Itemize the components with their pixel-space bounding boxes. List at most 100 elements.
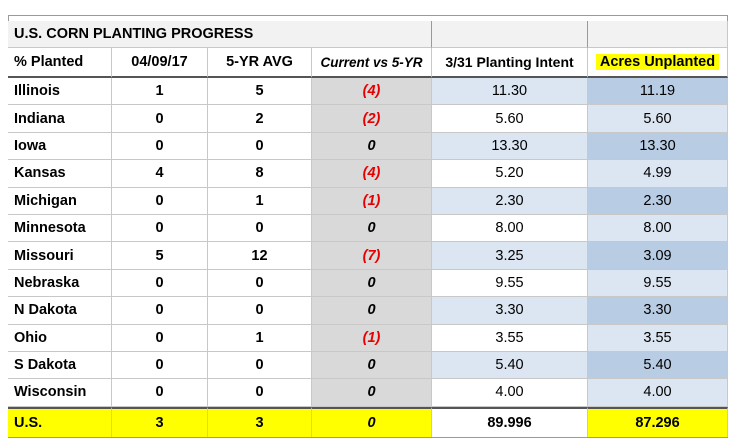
current-cell: 0 — [112, 379, 208, 407]
avg-cell: 0 — [208, 132, 312, 161]
compare-cell: (4) — [312, 160, 432, 188]
table-row: Missouri 5 12 (7) 3.25 3.09 — [8, 242, 728, 270]
intent-cell: 8.00 — [432, 214, 588, 243]
table-title: U.S. CORN PLANTING PROGRESS — [8, 21, 432, 48]
title-spacer — [588, 21, 728, 48]
intent-cell: 5.20 — [432, 160, 588, 188]
current-cell: 0 — [112, 105, 208, 133]
acres-cell: 5.40 — [588, 351, 728, 380]
total-current: 3 — [112, 407, 208, 437]
compare-cell: (2) — [312, 105, 432, 133]
acres-cell: 5.60 — [588, 105, 728, 133]
header-planting-intent: 3/31 Planting Intent — [432, 48, 588, 78]
acres-unplanted-highlight: Acres Unplanted — [595, 54, 720, 70]
total-intent: 89.996 — [432, 407, 588, 437]
table-body: Illinois 1 5 (4) 11.30 11.19 Indiana 0 2 (2) 5.60 5… — [8, 78, 728, 407]
intent-cell: 4.00 — [432, 379, 588, 407]
avg-cell: 1 — [208, 187, 312, 215]
total-compare: 0 — [312, 407, 432, 437]
acres-cell: 9.55 — [588, 269, 728, 298]
table-row: Kansas 4 8 (4) 5.20 4.99 — [8, 160, 728, 188]
header-current-vs-5yr: Current vs 5-YR — [312, 48, 432, 78]
state-cell: Illinois — [8, 78, 112, 106]
avg-cell: 0 — [208, 351, 312, 380]
acres-cell: 3.30 — [588, 297, 728, 325]
intent-cell: 5.40 — [432, 351, 588, 380]
table-row: Nebraska 0 0 0 9.55 9.55 — [8, 269, 728, 298]
compare-cell: 0 — [312, 297, 432, 325]
acres-cell: 3.55 — [588, 324, 728, 352]
avg-cell: 8 — [208, 160, 312, 188]
compare-cell: 0 — [312, 132, 432, 161]
intent-cell: 11.30 — [432, 78, 588, 106]
compare-cell: (1) — [312, 324, 432, 352]
acres-cell: 3.09 — [588, 242, 728, 270]
state-cell: Iowa — [8, 132, 112, 161]
avg-cell: 1 — [208, 324, 312, 352]
avg-cell: 0 — [208, 269, 312, 298]
acres-cell: 8.00 — [588, 214, 728, 243]
intent-cell: 13.30 — [432, 132, 588, 161]
acres-cell: 4.99 — [588, 160, 728, 188]
compare-cell: 0 — [312, 379, 432, 407]
table-row: Illinois 1 5 (4) 11.30 11.19 — [8, 78, 728, 106]
intent-cell: 3.55 — [432, 324, 588, 352]
header-5yr-avg: 5-YR AVG — [208, 48, 312, 78]
current-cell: 0 — [112, 214, 208, 243]
compare-cell: 0 — [312, 214, 432, 243]
current-cell: 1 — [112, 78, 208, 106]
intent-cell: 9.55 — [432, 269, 588, 298]
state-cell: Ohio — [8, 324, 112, 352]
current-cell: 0 — [112, 324, 208, 352]
avg-cell: 5 — [208, 78, 312, 106]
intent-cell: 3.25 — [432, 242, 588, 270]
total-row: U.S. 3 3 0 89.996 87.296 — [8, 407, 728, 437]
compare-cell: (1) — [312, 187, 432, 215]
table-row: Indiana 0 2 (2) 5.60 5.60 — [8, 105, 728, 133]
header-row: % Planted 04/09/17 5-YR AVG Current vs 5… — [8, 48, 728, 78]
table-row: Iowa 0 0 0 13.30 13.30 — [8, 132, 728, 161]
acres-cell: 11.19 — [588, 78, 728, 106]
current-cell: 5 — [112, 242, 208, 270]
total-acres: 87.296 — [588, 407, 728, 437]
current-cell: 0 — [112, 132, 208, 161]
compare-cell: (4) — [312, 78, 432, 106]
compare-cell: (7) — [312, 242, 432, 270]
avg-cell: 0 — [208, 379, 312, 407]
avg-cell: 2 — [208, 105, 312, 133]
header-acres-unplanted: Acres Unplanted — [588, 48, 728, 78]
state-cell: Minnesota — [8, 214, 112, 243]
state-cell: S Dakota — [8, 351, 112, 380]
state-cell: Indiana — [8, 105, 112, 133]
table-row: Wisconsin 0 0 0 4.00 4.00 — [8, 379, 728, 407]
intent-cell: 3.30 — [432, 297, 588, 325]
table-row: Ohio 0 1 (1) 3.55 3.55 — [8, 324, 728, 352]
table-row: Minnesota 0 0 0 8.00 8.00 — [8, 214, 728, 243]
current-cell: 4 — [112, 160, 208, 188]
table-row: Michigan 0 1 (1) 2.30 2.30 — [8, 187, 728, 215]
state-cell: Kansas — [8, 160, 112, 188]
total-5yr-avg: 3 — [208, 407, 312, 437]
current-cell: 0 — [112, 187, 208, 215]
acres-cell: 4.00 — [588, 379, 728, 407]
state-cell: Michigan — [8, 187, 112, 215]
current-cell: 0 — [112, 297, 208, 325]
title-spacer — [432, 21, 588, 48]
state-cell: Missouri — [8, 242, 112, 270]
state-cell: Nebraska — [8, 269, 112, 298]
intent-cell: 2.30 — [432, 187, 588, 215]
compare-cell: 0 — [312, 351, 432, 380]
current-cell: 0 — [112, 351, 208, 380]
total-label: U.S. — [8, 407, 112, 437]
header-state: % Planted — [8, 48, 112, 78]
avg-cell: 0 — [208, 214, 312, 243]
acres-cell: 13.30 — [588, 132, 728, 161]
avg-cell: 0 — [208, 297, 312, 325]
state-cell: Wisconsin — [8, 379, 112, 407]
table-row: S Dakota 0 0 0 5.40 5.40 — [8, 351, 728, 380]
header-date: 04/09/17 — [112, 48, 208, 78]
avg-cell: 12 — [208, 242, 312, 270]
acres-cell: 2.30 — [588, 187, 728, 215]
state-cell: N Dakota — [8, 297, 112, 325]
